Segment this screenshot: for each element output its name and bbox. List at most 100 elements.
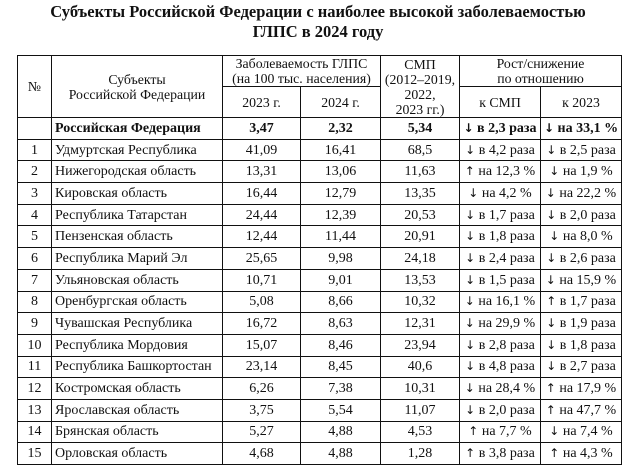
header-2023: 2023 г.: [222, 86, 301, 118]
header-2024: 2024 г.: [300, 86, 381, 118]
title-line-1: Субъекты Российской Федерации с наиболее…: [50, 2, 586, 21]
trend-arrow-icon: ↓: [465, 272, 476, 287]
table-row: 10 Республика Мордовия 15,07 8,46 23,94 ↓ в 2…: [17, 333, 623, 357]
row-smp: 11,63: [380, 160, 460, 184]
trend-arrow-icon: ↓: [465, 207, 476, 222]
header-change: Рост/снижение по отношению: [458, 55, 623, 87]
row-vs-2023: ↓ на 1,9 %: [539, 160, 623, 184]
row-2024: 12,39: [300, 203, 381, 227]
table-row: 12 Костромская область 6,26 7,38 10,31 ↓ на 2…: [17, 377, 623, 400]
row-2023: 5,08: [222, 290, 301, 314]
trend-arrow-icon: ↓: [545, 272, 556, 287]
trend-arrow-icon: ↑: [549, 446, 560, 461]
row-2023: 41,09: [222, 138, 301, 162]
row-num: 8: [17, 290, 52, 314]
row-2023: 24,44: [222, 203, 301, 227]
row-smp: 23,94: [380, 333, 460, 357]
row-subject: Нижегородская область: [51, 160, 223, 184]
trend-arrow-icon: ↓: [465, 250, 476, 265]
row-2023: 25,65: [222, 247, 301, 270]
row-vs-smp: ↑ на 7,7 %: [459, 420, 541, 444]
trend-arrow-icon: ↓: [546, 207, 557, 222]
row-2024: 8,63: [300, 312, 381, 335]
row-vs-2023: ↓ на 22,2 %: [539, 182, 623, 205]
row-2023: 4,68: [222, 442, 301, 465]
row-subject: Удмуртская Республика: [51, 138, 223, 162]
trend-arrow-icon: ↓: [546, 142, 557, 157]
table-row: 7 Ульяновская область 10,71 9,01 13,53 ↓ в 1,…: [17, 268, 623, 292]
row-num: 12: [17, 377, 52, 400]
trend-arrow-icon: ↓: [464, 294, 475, 309]
row-vs-2023: ↓ в 2,0 раза: [539, 203, 623, 227]
row-smp: 13,35: [380, 182, 460, 205]
table-row: 5 Пензенская область 12,44 11,44 20,91 ↓ в 1,…: [17, 225, 623, 249]
row-2024: 5,54: [300, 398, 381, 422]
table-row: 8 Оренбургская область 5,08 8,66 10,32 ↓ на 1…: [17, 290, 623, 314]
row-subject: Пензенская область: [51, 225, 223, 249]
row-vs-2023: ↓ в 1,8 раза: [539, 333, 623, 357]
header-subject: Субъекты Российской Федерации: [51, 55, 223, 118]
table-row: 3 Кировская область 16,44 12,79 13,35 ↓ на 4,…: [17, 182, 623, 205]
trend-arrow-icon: ↓: [465, 337, 476, 352]
row-smp: 11,07: [380, 398, 460, 422]
row-smp: 68,5: [380, 138, 460, 162]
row-2024: 16,41: [300, 138, 381, 162]
row-subject: Республика Татарстан: [51, 203, 223, 227]
row-num: 9: [17, 312, 52, 335]
trend-arrow-icon: ↑: [465, 446, 476, 461]
row-subject: Кировская область: [51, 182, 223, 205]
row-subject: Республика Марий Эл: [51, 247, 223, 270]
page-title: Субъекты Российской Федерации с наиболее…: [0, 2, 636, 42]
row-2023: 12,44: [222, 225, 301, 249]
total-row: Российская Федерация 3,47 2,32 5,34 ↓ в …: [17, 117, 623, 140]
row-smp: 24,18: [380, 247, 460, 270]
row-2024: 9,98: [300, 247, 381, 270]
trend-arrow-icon: ↑: [468, 424, 479, 439]
row-subject: Республика Мордовия: [51, 333, 223, 357]
row-num: 3: [17, 182, 52, 205]
row-subject: Оренбургская область: [51, 290, 223, 314]
row-2024: 7,38: [300, 377, 381, 400]
row-vs-smp: ↑ на 12,3 %: [459, 160, 541, 184]
table-row: 2 Нижегородская область 13,31 13,06 11,63 ↑ н…: [17, 160, 623, 184]
row-vs-smp: ↓ в 2,0 раза: [459, 398, 541, 422]
row-subject: Ярославская область: [51, 398, 223, 422]
trend-arrow-icon: ↓: [465, 359, 476, 374]
row-vs-smp: ↓ в 1,8 раза: [459, 225, 541, 249]
row-num: 5: [17, 225, 52, 249]
row-subject: Костромская область: [51, 377, 223, 400]
trend-arrow-icon: ↓: [468, 185, 479, 200]
row-subject: Брянская область: [51, 420, 223, 444]
row-2024: 8,46: [300, 333, 381, 357]
trend-arrow-icon: ↓: [549, 229, 560, 244]
row-vs-2023: ↑ на 17,9 %: [539, 377, 623, 400]
row-vs-smp: ↓ в 2,8 раза: [459, 333, 541, 357]
row-2024: 8,66: [300, 290, 381, 314]
row-num: 2: [17, 160, 52, 184]
header-smp: СМП (2012–2019, 2022, 2023 гг.): [380, 55, 460, 118]
row-vs-2023: ↓ в 2,6 раза: [539, 247, 623, 270]
row-smp: 10,32: [380, 290, 460, 314]
row-2023: 6,26: [222, 377, 301, 400]
row-2023: 15,07: [222, 333, 301, 357]
trend-arrow-icon: ↓: [546, 250, 557, 265]
trend-arrow-icon: ↓: [465, 402, 476, 417]
trend-arrow-icon: ↓: [464, 381, 475, 396]
row-vs-smp: ↓ на 4,2 %: [459, 182, 541, 205]
row-vs-smp: ↓ в 1,5 раза: [459, 268, 541, 292]
trend-arrow-icon: ↓: [549, 424, 560, 439]
header-vs-smp: к СМП: [459, 86, 541, 118]
row-vs-2023: ↓ на 15,9 %: [539, 268, 623, 292]
trend-arrow-icon: ↓: [463, 120, 474, 135]
row-vs-2023: ↓ на 7,4 %: [539, 420, 623, 444]
row-subject: Ульяновская область: [51, 268, 223, 292]
trend-arrow-icon: ↓: [465, 142, 476, 157]
row-2023: 16,72: [222, 312, 301, 335]
trend-arrow-icon: ↑: [546, 294, 557, 309]
row-2023: 10,71: [222, 268, 301, 292]
row-num: 1: [17, 138, 52, 162]
row-vs-smp: ↓ на 28,4 %: [459, 377, 541, 400]
row-vs-2023: ↓ в 2,5 раза: [539, 138, 623, 162]
row-smp: 4,53: [380, 420, 460, 444]
row-num: 4: [17, 203, 52, 227]
